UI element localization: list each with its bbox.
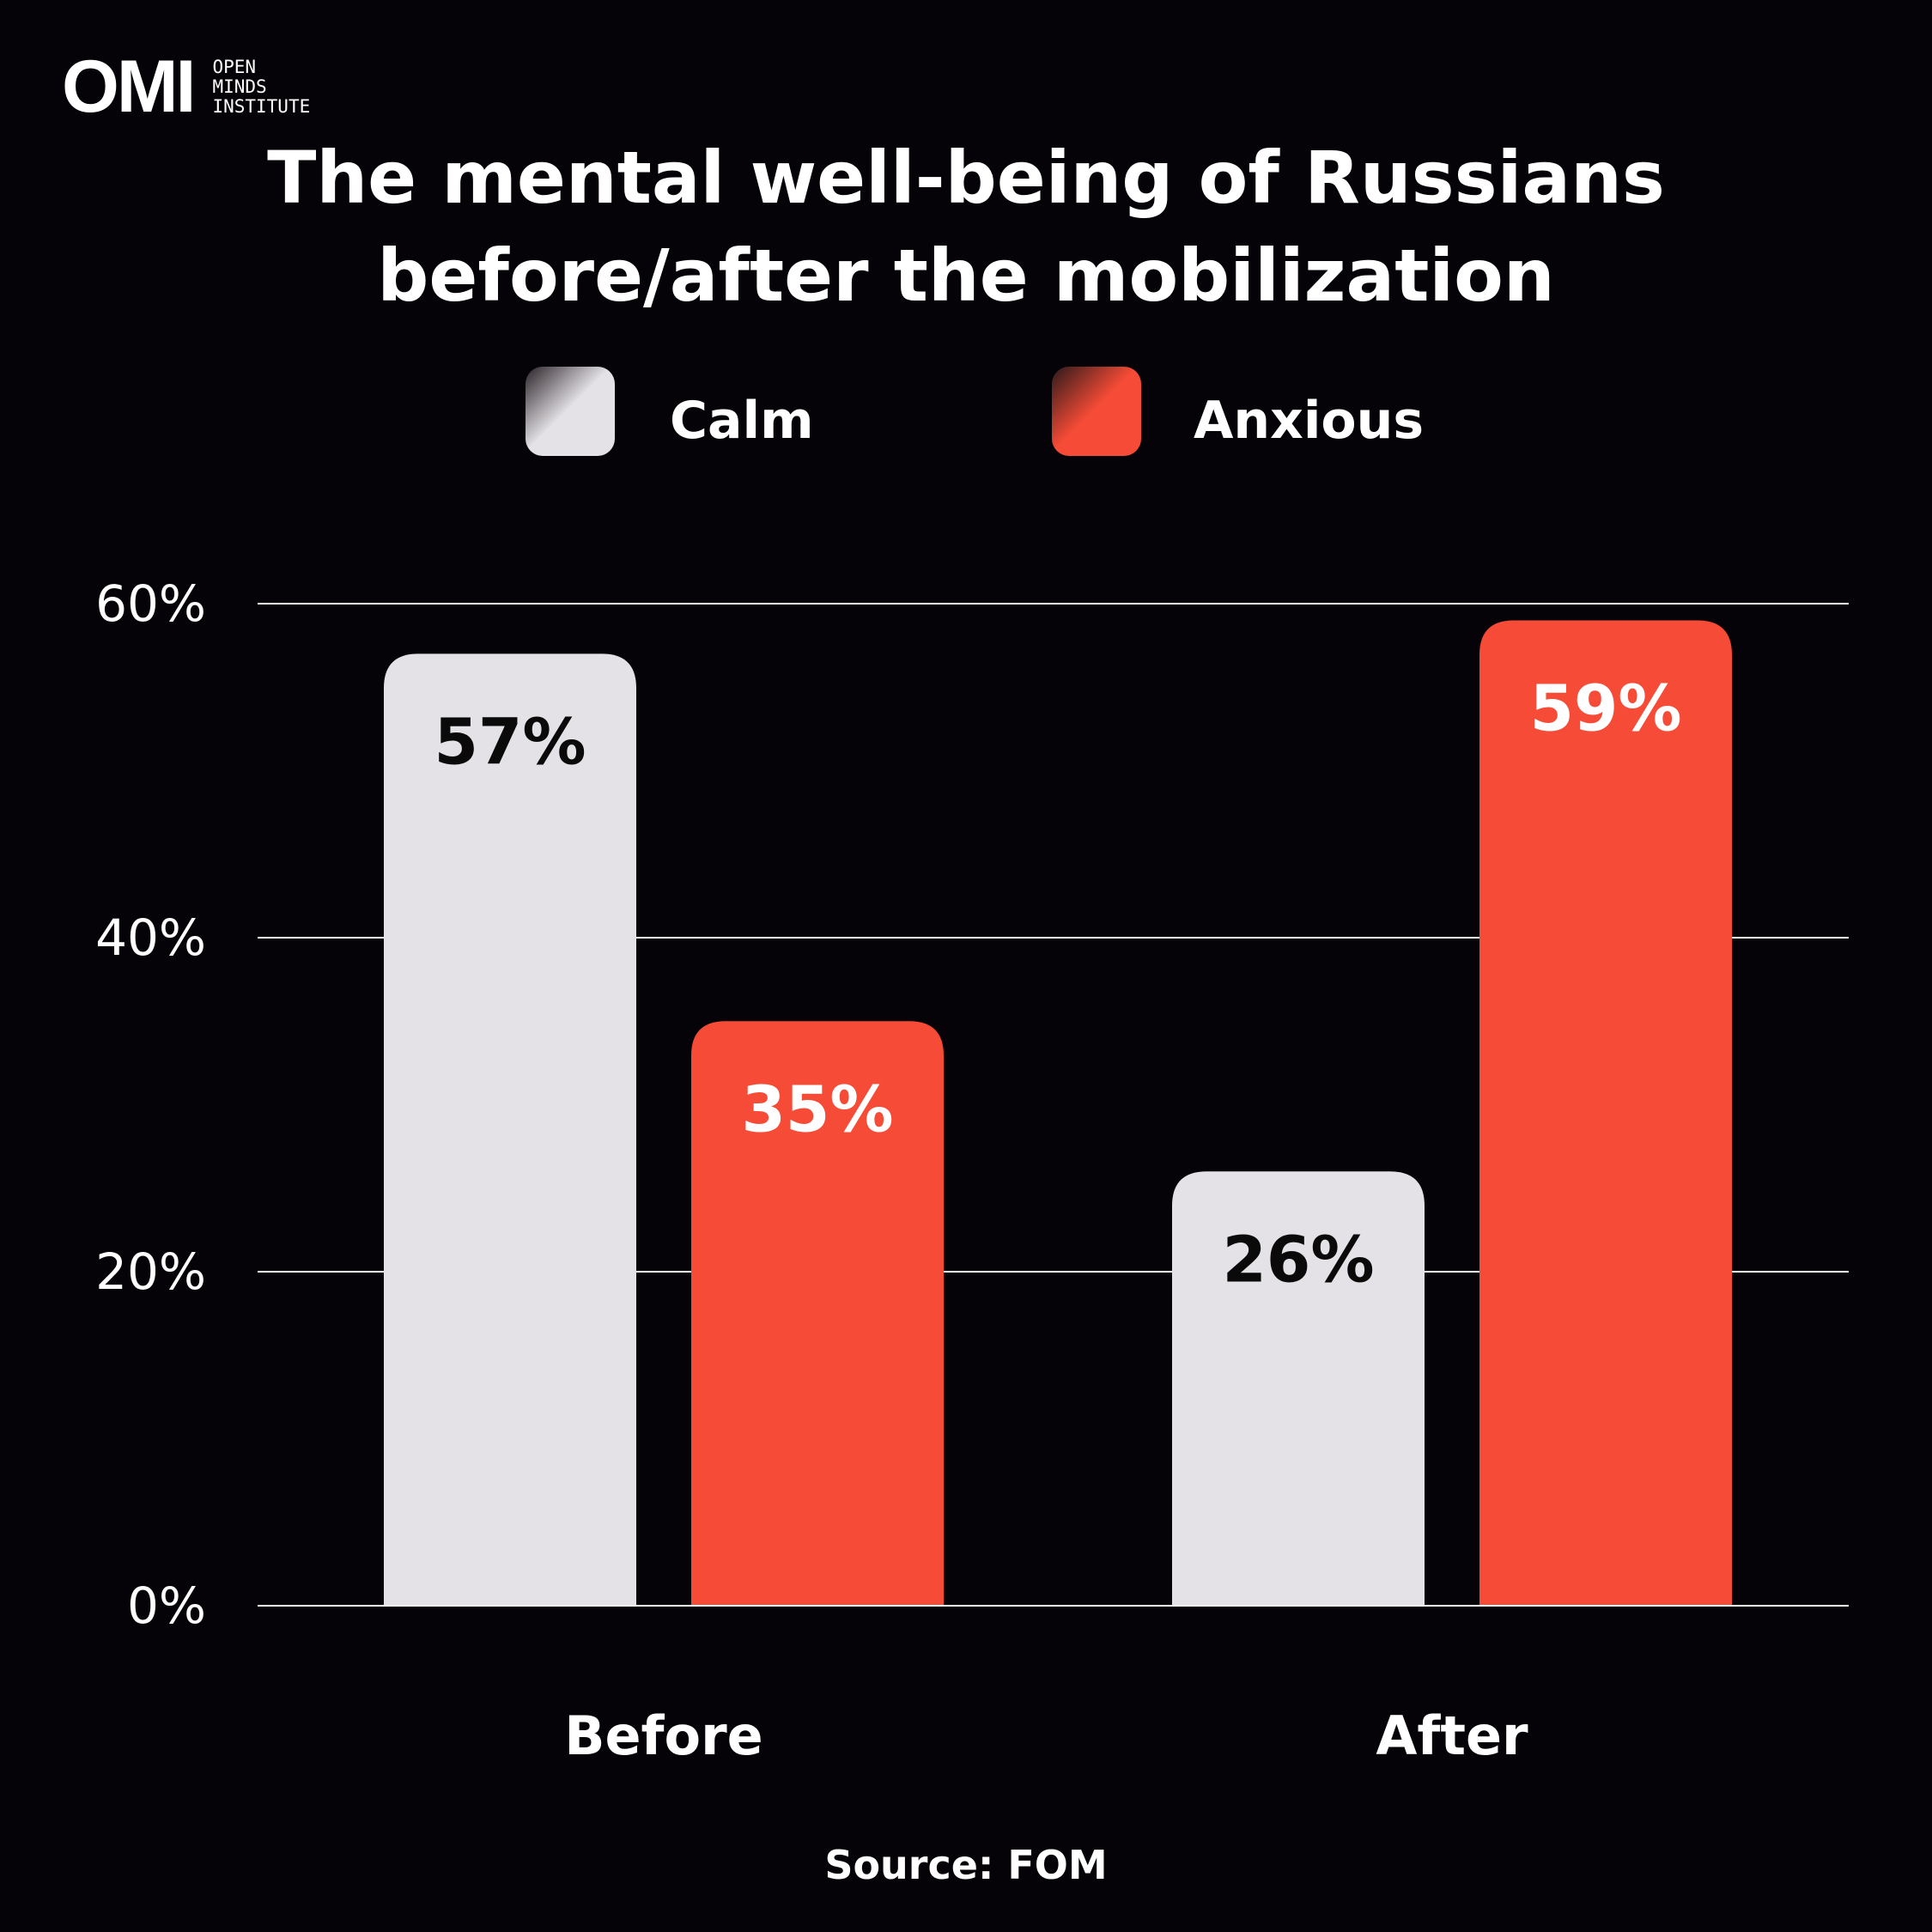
x-category-label-after: After — [1376, 1704, 1528, 1767]
y-tick-label-20: 20% — [95, 1242, 206, 1301]
legend-swatch-calm — [526, 367, 615, 456]
bar-value-label-anxious-after: 59% — [1529, 671, 1681, 745]
brand-line-open: OPEN — [212, 56, 257, 77]
chart-title-line-1: The mental well-being of Russians — [267, 136, 1665, 220]
bar-anxious-before — [691, 1021, 944, 1606]
legend-label-calm: Calm — [670, 391, 814, 451]
brand-logo: OMI OPEN MINDS INSTITUTE — [62, 50, 310, 124]
brand-logo-text: OPEN MINDS INSTITUTE — [212, 56, 311, 117]
bar-calm-after — [1172, 1171, 1425, 1606]
y-tick-label-60: 60% — [95, 574, 206, 633]
source-note: Source: FOM — [824, 1842, 1108, 1888]
legend-label-anxious: Anxious — [1194, 391, 1425, 451]
bar-value-label-calm-after: 26% — [1222, 1223, 1374, 1297]
bar-calm-before — [384, 653, 636, 1606]
brand-logo-mark: OMI — [62, 46, 196, 128]
bar-anxious-after — [1479, 620, 1732, 1607]
bar-value-label-calm-before: 57% — [434, 705, 586, 779]
x-category-label-before: Before — [564, 1704, 763, 1767]
legend-swatch-anxious — [1052, 367, 1141, 456]
bar-value-label-anxious-before: 35% — [741, 1072, 893, 1146]
y-tick-label-0: 0% — [127, 1577, 206, 1635]
brand-line-institute: INSTITUTE — [212, 95, 311, 117]
chart-title-line-2: before/after the mobilization — [377, 234, 1555, 318]
chart-title: The mental well-being of Russians before… — [0, 129, 1932, 325]
y-tick-label-40: 40% — [95, 908, 206, 967]
brand-line-minds: MINDS — [212, 76, 267, 97]
